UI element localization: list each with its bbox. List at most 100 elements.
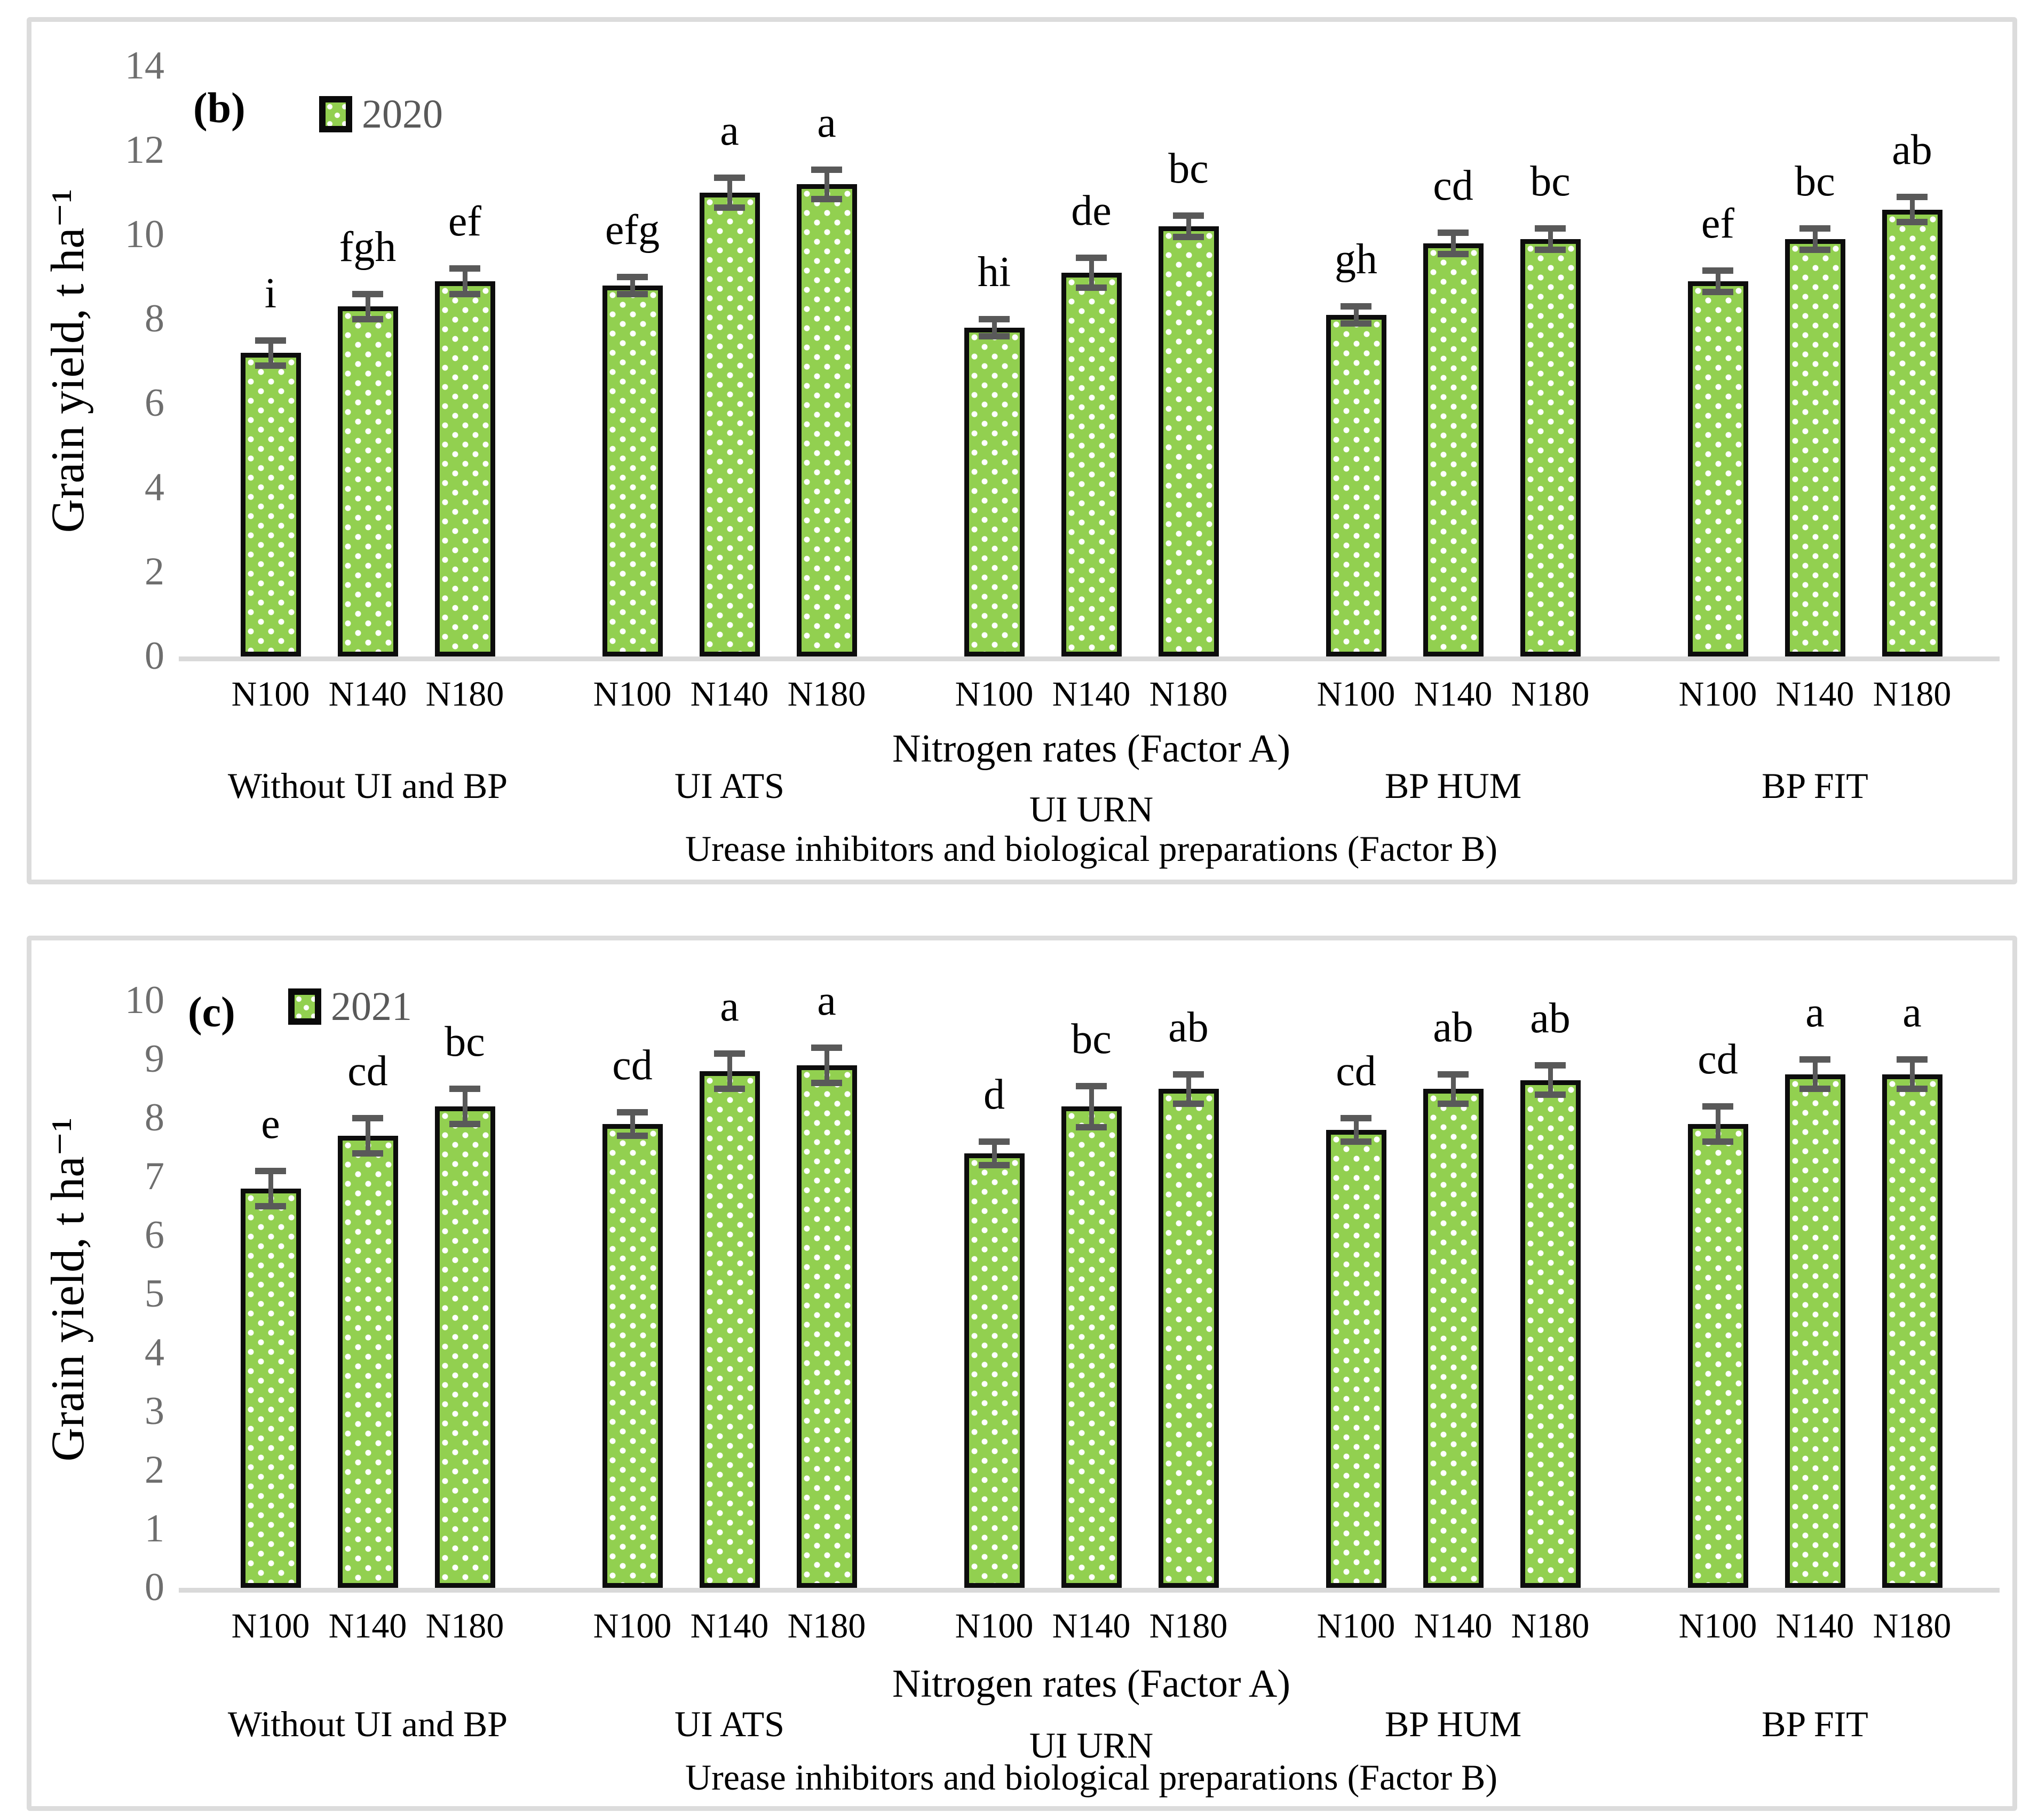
y-axis-title: Grain yield, t ha⁻¹ — [42, 188, 94, 533]
error-bar — [630, 277, 635, 294]
legend-swatch-icon — [319, 96, 352, 132]
y-tick-label: 4 — [145, 465, 164, 509]
error-bar — [992, 319, 997, 336]
x-tick-label: N140 — [328, 1607, 407, 1645]
error-bar — [463, 1089, 467, 1124]
error-bar-cap — [1173, 1071, 1204, 1078]
error-bar-cap — [449, 265, 480, 272]
x-tick-label: N140 — [1414, 1607, 1493, 1645]
error-bar-cap — [714, 1050, 745, 1057]
bar — [240, 1189, 301, 1588]
y-tick-label: 0 — [145, 1565, 164, 1609]
x-tick-label: N100 — [593, 675, 672, 714]
error-bar — [1089, 258, 1094, 288]
error-bar — [992, 1142, 997, 1165]
error-bar-cap — [811, 1080, 842, 1086]
error-bar-cap — [255, 1203, 286, 1209]
bar — [1326, 315, 1386, 656]
x-axis-title-primary: Nitrogen rates (Factor A) — [892, 1662, 1290, 1706]
x-tick-label: N180 — [425, 1607, 504, 1645]
error-bar-cap — [1438, 230, 1469, 236]
error-bar-cap — [1438, 1100, 1469, 1107]
legend-label: 2020 — [362, 92, 443, 137]
x-tick-label: N180 — [1873, 675, 1952, 714]
error-bar-cap — [979, 333, 1010, 339]
error-bar-cap — [714, 204, 745, 211]
error-bar-cap — [1799, 1056, 1830, 1063]
error-bar-cap — [1897, 193, 1928, 200]
bar — [1882, 1074, 1942, 1588]
error-bar-cap — [979, 316, 1010, 322]
error-bar-cap — [1535, 1091, 1566, 1098]
x-tick-label: N100 — [231, 1607, 310, 1645]
error-bar-cap — [1897, 1056, 1928, 1063]
x-axis-line — [179, 1588, 2000, 1593]
x-tick-label: N140 — [328, 675, 407, 714]
y-tick-label: 14 — [125, 44, 164, 88]
significance-letter: fgh — [339, 223, 397, 271]
error-bar-cap — [352, 290, 383, 297]
panel-2020 — [27, 17, 2017, 884]
x-tick-label: N180 — [1511, 1607, 1590, 1645]
error-bar-cap — [617, 1109, 648, 1115]
significance-letter: ab — [1433, 1003, 1473, 1051]
error-bar-cap — [1173, 212, 1204, 219]
error-bar-cap — [1897, 219, 1928, 226]
error-bar-cap — [352, 1150, 383, 1157]
bar — [434, 1106, 495, 1588]
bar — [699, 193, 760, 656]
error-bar — [727, 178, 732, 208]
significance-letter: a — [1805, 989, 1825, 1036]
bar — [1687, 1124, 1748, 1588]
x-tick-label: N180 — [787, 1607, 866, 1645]
legend-swatch-icon — [288, 988, 321, 1025]
error-bar-cap — [1173, 1100, 1204, 1107]
x-tick-label: N100 — [1317, 1607, 1395, 1645]
error-bar-cap — [1341, 1115, 1371, 1121]
error-bar — [1354, 1118, 1359, 1142]
legend-2020: 2020 — [319, 94, 443, 134]
significance-letter: bc — [1168, 145, 1209, 193]
x-tick-label: N180 — [1149, 675, 1228, 714]
error-bar-cap — [449, 1086, 480, 1092]
error-bar-cap — [1702, 1103, 1733, 1110]
error-bar-cap — [1799, 246, 1830, 253]
x-tick-label: N140 — [1052, 1607, 1131, 1645]
error-bar — [1186, 1074, 1191, 1104]
error-bar — [1089, 1086, 1094, 1127]
y-tick-label: 1 — [145, 1507, 164, 1550]
x-tick-label: N100 — [1678, 675, 1757, 714]
legend-label: 2021 — [331, 984, 412, 1029]
significance-letter: bc — [445, 1018, 485, 1065]
significance-letter: cd — [1698, 1036, 1738, 1083]
y-tick-label: 9 — [145, 1037, 164, 1081]
x-tick-label: N180 — [1873, 1607, 1952, 1645]
x-tick-label: N100 — [1678, 1607, 1757, 1645]
error-bar-cap — [1076, 284, 1107, 291]
panel-2021 — [27, 936, 2017, 1811]
group-label: BP FIT — [1762, 1704, 1868, 1744]
x-tick-label: N180 — [425, 675, 504, 714]
x-axis-line — [179, 656, 2000, 661]
significance-letter: i — [264, 270, 277, 317]
error-bar-cap — [1535, 1062, 1566, 1069]
bar — [964, 327, 1025, 656]
group-label: Without UI and BP — [227, 1704, 508, 1744]
error-bar — [1716, 1106, 1720, 1142]
x-tick-label: N100 — [231, 675, 310, 714]
significance-letter: cd — [1433, 162, 1473, 210]
bar — [1061, 273, 1122, 656]
panel-label-b: (b) — [193, 85, 245, 132]
y-tick-label: 2 — [145, 1448, 164, 1492]
error-bar — [268, 340, 273, 366]
x-axis-title-primary: Nitrogen rates (Factor A) — [892, 727, 1290, 771]
y-tick-label: 8 — [145, 1096, 164, 1140]
error-bar-cap — [979, 1162, 1010, 1168]
group-label: Without UI and BP — [227, 765, 508, 806]
x-axis-title-secondary: Urease inhibitors and biological prepara… — [685, 1757, 1497, 1798]
y-tick-label: 5 — [145, 1272, 164, 1316]
significance-letter: ab — [1892, 126, 1932, 173]
error-bar-cap — [1341, 320, 1371, 327]
error-bar-cap — [1076, 1082, 1107, 1089]
